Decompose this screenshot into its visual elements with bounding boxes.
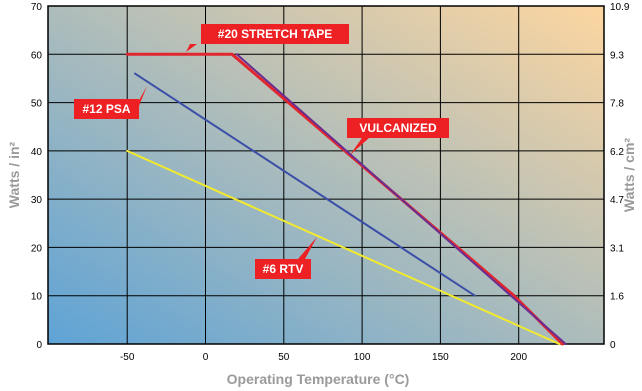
y-tick-label: 40 [31, 147, 43, 158]
y2-tick-label: 9.3 [610, 50, 624, 61]
callout-0: #20 STRETCH TAPE [186, 24, 349, 52]
callout-label: VULCANIZED [359, 121, 437, 135]
x-axis-title: Operating Temperature (°C) [227, 371, 410, 387]
x-tick-label: 100 [354, 352, 371, 363]
ticks: -50 0 50 100 150 200 0 0 10 1.6 20 3.1 30 4.7 40 6.2 50 7… [31, 2, 630, 363]
callout-pointer [298, 237, 317, 259]
y2-tick-label: 4.7 [610, 195, 624, 206]
y-tick-label: 30 [31, 195, 43, 206]
callout-1: #12 PSA [74, 86, 147, 119]
series-layer [125, 52, 567, 346]
callout-pointer [350, 138, 369, 155]
y2-tick-label: 7.8 [610, 99, 624, 110]
series-line-3 [126, 149, 561, 345]
y2-tick-label: 3.1 [610, 243, 624, 254]
y-axis-title: Watts / in² [6, 141, 22, 208]
series-line-1 [235, 53, 567, 345]
x-tick-label: 200 [510, 352, 527, 363]
callout-label: #6 RTV [263, 262, 304, 276]
x-tick-label: 150 [432, 352, 449, 363]
callout-box [255, 259, 311, 279]
y-tick-label: 60 [31, 50, 43, 61]
callout-label: #20 STRETCH TAPE [218, 27, 332, 41]
x-tick-label: -50 [120, 352, 135, 363]
y2-tick-label: 10.9 [610, 2, 630, 13]
callout-3: #6 RTV [255, 237, 317, 279]
y2-axis-title: Watts / cm² [621, 138, 637, 212]
y-tick-label: 50 [31, 99, 43, 110]
plot-area [47, 5, 605, 345]
callout-box [347, 118, 449, 138]
callout-box [201, 24, 349, 44]
y-tick-label: 20 [31, 243, 43, 254]
series-line-2 [134, 72, 476, 297]
y2-tick-label: 0 [610, 340, 616, 351]
y-tick-label: 10 [31, 292, 43, 303]
callout-2: VULCANIZED [347, 118, 449, 155]
callouts: #20 STRETCH TAPE #12 PSA VULCANIZED #6 RTV [74, 24, 449, 279]
x-tick-label: 0 [203, 352, 209, 363]
callout-box [74, 99, 139, 119]
callout-pointer [186, 44, 197, 52]
y2-tick-label: 1.6 [610, 292, 624, 303]
callout-pointer [137, 86, 147, 111]
x-tick-label: 50 [278, 352, 290, 363]
y-tick-label: 0 [36, 340, 42, 351]
callout-label: #12 PSA [82, 102, 130, 116]
y-tick-label: 70 [31, 2, 43, 13]
y2-tick-label: 6.2 [610, 147, 624, 158]
